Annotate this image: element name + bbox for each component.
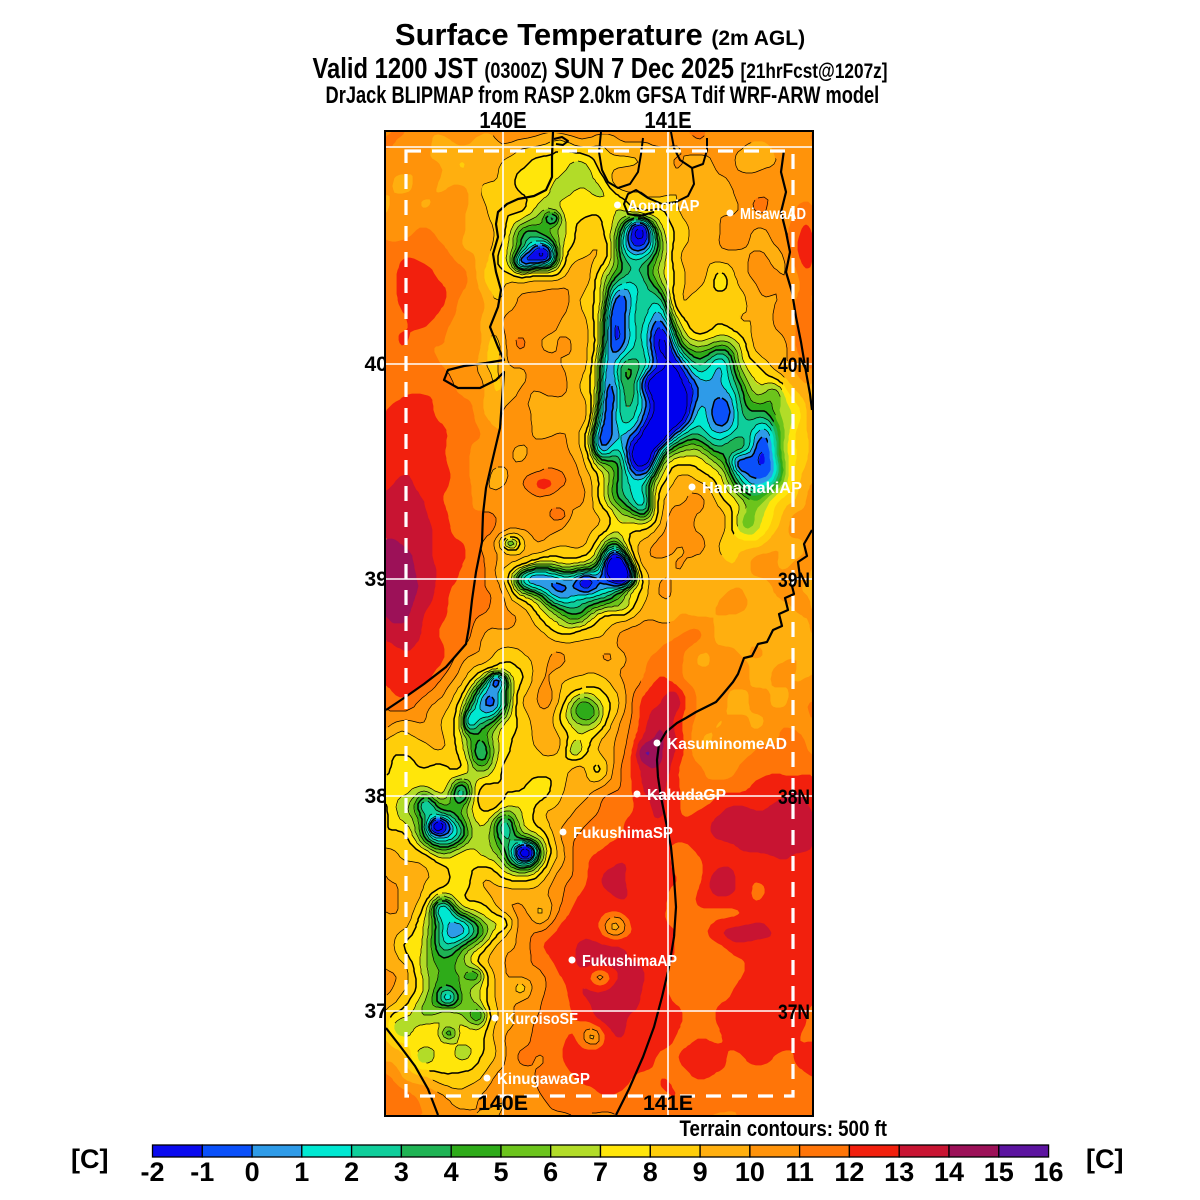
svg-text:[C]: [C] xyxy=(71,1144,108,1174)
svg-text:5: 5 xyxy=(493,1157,508,1187)
svg-text:12: 12 xyxy=(834,1157,864,1187)
svg-text:15: 15 xyxy=(984,1157,1014,1187)
svg-text:37N: 37N xyxy=(778,1001,810,1024)
svg-text:KuroisoSF: KuroisoSF xyxy=(505,1011,578,1028)
svg-text:7: 7 xyxy=(593,1157,608,1187)
svg-text:1: 1 xyxy=(294,1157,309,1187)
svg-text:9: 9 xyxy=(693,1157,708,1187)
svg-text:4: 4 xyxy=(444,1157,459,1187)
svg-text:-2: -2 xyxy=(140,1157,164,1187)
svg-text:-1: -1 xyxy=(190,1157,214,1187)
svg-text:6: 6 xyxy=(543,1157,558,1187)
svg-text:AomoriAP: AomoriAP xyxy=(628,198,700,215)
svg-text:11: 11 xyxy=(785,1157,814,1187)
svg-text:13: 13 xyxy=(884,1157,914,1187)
svg-text:8: 8 xyxy=(643,1157,658,1187)
svg-text:KinugawaGP: KinugawaGP xyxy=(497,1071,590,1088)
svg-text:3: 3 xyxy=(394,1157,409,1187)
svg-text:10: 10 xyxy=(735,1157,765,1187)
svg-text:FukushimaAP: FukushimaAP xyxy=(582,953,677,970)
svg-text:[C]: [C] xyxy=(1086,1144,1123,1174)
svg-text:40N: 40N xyxy=(778,354,810,377)
svg-text:38N: 38N xyxy=(778,786,810,809)
svg-text:2: 2 xyxy=(344,1157,359,1187)
svg-text:KasuminomeAD: KasuminomeAD xyxy=(667,736,787,753)
svg-text:14: 14 xyxy=(934,1157,964,1187)
svg-text:FukushimaSP: FukushimaSP xyxy=(573,825,673,842)
svg-text:39N: 39N xyxy=(778,569,810,592)
svg-text:0: 0 xyxy=(245,1157,260,1187)
svg-text:140E: 140E xyxy=(478,1092,528,1115)
svg-text:HanamakiAP: HanamakiAP xyxy=(702,480,802,497)
svg-text:16: 16 xyxy=(1033,1157,1063,1187)
svg-text:MisawaAD: MisawaAD xyxy=(740,206,806,223)
svg-text:141E: 141E xyxy=(643,1092,693,1115)
svg-text:KakudaGP: KakudaGP xyxy=(647,787,726,804)
